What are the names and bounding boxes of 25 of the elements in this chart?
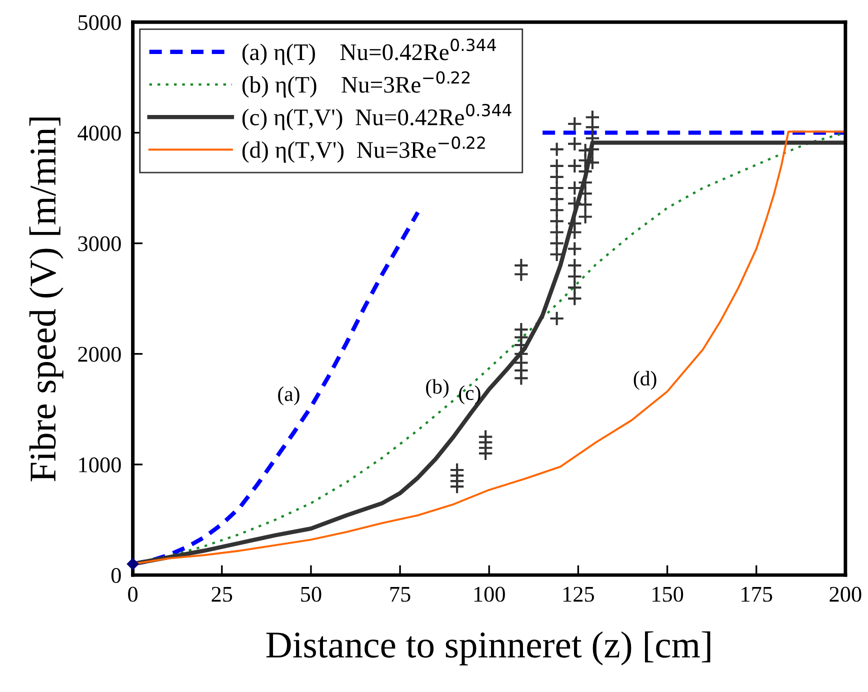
x-tick-label: 125 [563, 586, 594, 602]
x-tick-label: 175 [742, 586, 772, 602]
legend-label: (b) η(T) Nu=3Re$^{−0.22}$ [242, 71, 470, 98]
y-tick-label: 4000 [78, 126, 121, 141]
annotation: (a) [278, 386, 300, 406]
x-tick-label: 0 [128, 586, 138, 602]
annotation: (b) [426, 379, 449, 398]
x-tick-label: 150 [652, 586, 684, 602]
legend-label: (d) η(T,V') Nu=3Re$^{−0.22}$ [242, 136, 485, 163]
x-axis-title: Distance to spinneret (z) [cm] [266, 631, 710, 666]
y-axis-title: Fibre speed (V) [m/min] [29, 118, 64, 482]
y-tick-label: 1000 [79, 457, 121, 472]
x-tick-label: 100 [474, 586, 505, 602]
annotation: (c) [459, 385, 480, 404]
y-tick-label: 5000 [78, 15, 121, 30]
y-tick-label: 2000 [78, 346, 121, 362]
x-tick-label: 50 [301, 586, 322, 602]
x-tick-label: 200 [830, 586, 862, 602]
legend-label: (c) η(T,V') Nu=0.42Re$^{0.344}$ [242, 104, 512, 130]
y-tick-label: 3000 [78, 236, 121, 252]
y-tick-label: 0 [111, 568, 121, 583]
x-tick-label: 75 [390, 587, 410, 602]
x-tick-label: 25 [212, 586, 232, 602]
annotation: (d) [634, 370, 656, 390]
legend-label: (a) η(T) Nu=0.42Re$^{0.344}$ [242, 38, 496, 66]
